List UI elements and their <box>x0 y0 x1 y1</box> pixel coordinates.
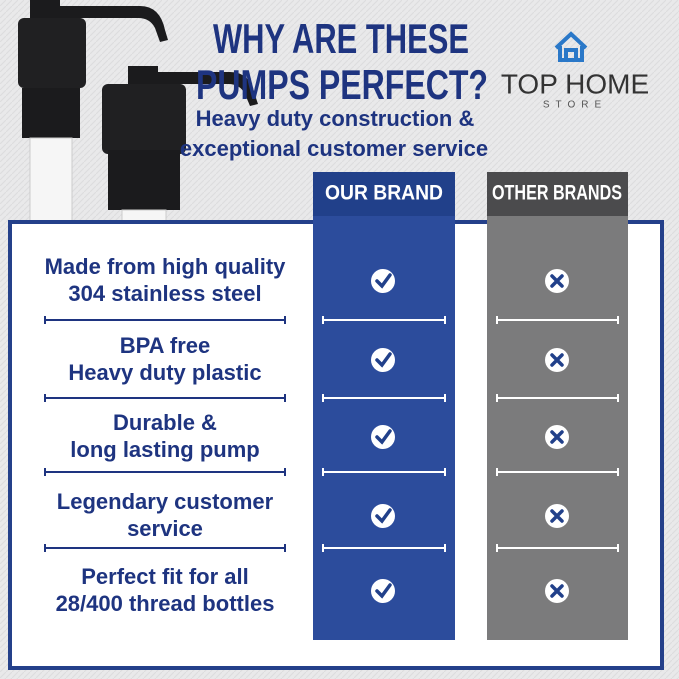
column-header <box>313 172 455 216</box>
feature-text: service <box>127 516 203 541</box>
cross-mark <box>550 353 564 367</box>
check-icon <box>371 504 395 528</box>
other-brands-column <box>487 172 628 640</box>
logo-name: TOP HOME <box>501 68 649 99</box>
check-icon <box>371 269 395 293</box>
column-header <box>487 172 628 216</box>
check-icon <box>371 425 395 449</box>
feature-text: Made from high quality <box>45 254 287 279</box>
check-mark <box>375 508 392 524</box>
title-line: PUMPS PERFECT? <box>196 61 488 108</box>
column-title: OUR BRAND <box>325 182 443 205</box>
cross-mark <box>550 430 564 444</box>
check-mark <box>375 273 392 289</box>
subtitle-line: exceptional customer service <box>180 136 488 161</box>
feature-text: Heavy duty plastic <box>68 360 261 385</box>
check-mark <box>375 429 392 445</box>
check-icon <box>371 348 395 372</box>
column-title: OTHER BRANDS <box>492 182 622 205</box>
feature-text: long lasting pump <box>70 437 259 462</box>
cross-mark <box>550 274 564 288</box>
feature-text: Durable & <box>113 410 217 435</box>
feature-text: 28/400 thread bottles <box>56 591 275 616</box>
cross-mark <box>550 584 564 598</box>
check-mark <box>375 352 392 368</box>
check-mark <box>375 583 392 599</box>
feature-text: 304 stainless steel <box>68 281 261 306</box>
feature-text: BPA free <box>120 333 210 358</box>
feature-text: Legendary customer <box>57 489 274 514</box>
check-icon <box>371 579 395 603</box>
title-line: WHY ARE THESE <box>213 15 469 62</box>
cross-mark <box>550 509 564 523</box>
our-brand-column <box>313 172 455 640</box>
logo-tagline: STORE <box>543 100 607 111</box>
subtitle-line: Heavy duty construction & <box>196 106 475 131</box>
logo: TOP HOME STORE <box>501 31 649 111</box>
feature-text: Perfect fit for all <box>81 564 248 589</box>
